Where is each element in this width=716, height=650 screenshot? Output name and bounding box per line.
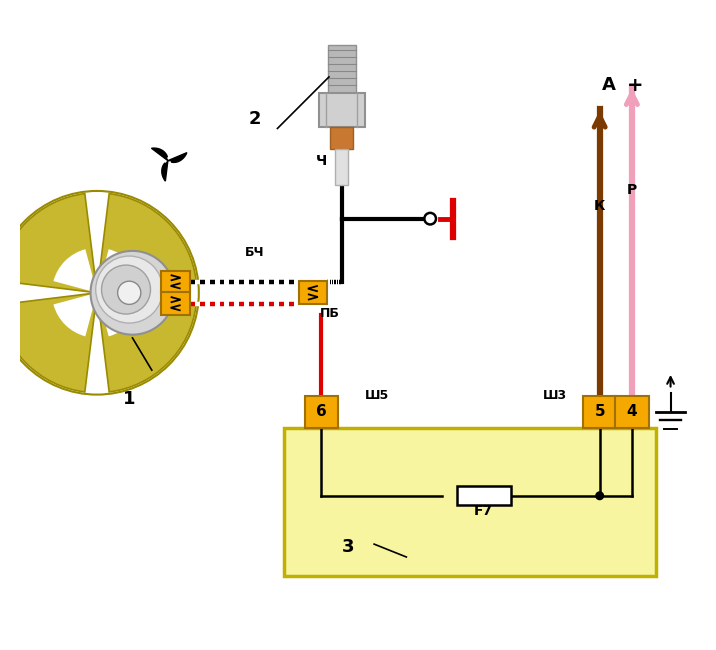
Polygon shape (162, 161, 168, 181)
Circle shape (96, 256, 163, 323)
Circle shape (595, 491, 604, 500)
Text: 6: 6 (316, 404, 326, 419)
Polygon shape (168, 153, 187, 162)
Wedge shape (97, 292, 140, 336)
Wedge shape (0, 194, 97, 292)
Text: 5: 5 (594, 404, 605, 419)
Bar (284, 428, 657, 577)
Text: 1: 1 (123, 390, 135, 408)
Text: ПБ: ПБ (320, 307, 340, 320)
Bar (335, 149, 348, 185)
Text: А: А (602, 76, 616, 94)
Text: К: К (594, 199, 605, 213)
Wedge shape (54, 292, 97, 336)
Wedge shape (54, 249, 97, 292)
Text: 2: 2 (248, 110, 261, 128)
Circle shape (117, 281, 141, 304)
Text: +: + (627, 76, 644, 95)
Bar (299, 281, 327, 304)
Wedge shape (0, 292, 97, 392)
Polygon shape (152, 148, 168, 161)
Text: F7: F7 (474, 504, 493, 517)
Wedge shape (97, 194, 196, 292)
Bar (457, 486, 511, 506)
Bar (583, 396, 616, 428)
Text: Ш5: Ш5 (365, 389, 390, 402)
Text: Р: Р (626, 183, 637, 197)
Bar (161, 270, 190, 293)
Text: Ч: Ч (316, 153, 327, 168)
Bar (304, 396, 338, 428)
Text: Ш3: Ш3 (543, 389, 566, 402)
Wedge shape (97, 249, 140, 292)
Text: 4: 4 (626, 404, 637, 419)
Text: БЧ: БЧ (245, 246, 265, 259)
Bar (319, 93, 365, 127)
Circle shape (425, 213, 436, 224)
Bar (161, 292, 190, 315)
Bar (328, 45, 356, 93)
Circle shape (102, 265, 150, 314)
Bar (615, 396, 649, 428)
Wedge shape (97, 292, 196, 392)
Text: 3: 3 (342, 538, 354, 556)
Bar (330, 127, 354, 149)
Circle shape (90, 251, 174, 335)
